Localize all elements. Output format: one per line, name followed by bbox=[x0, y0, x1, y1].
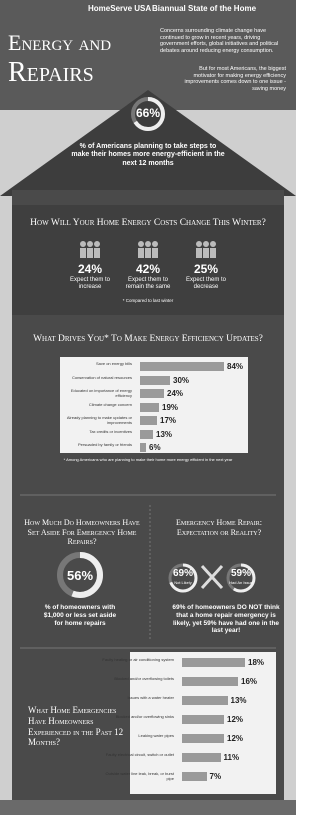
bar bbox=[140, 389, 164, 398]
bar-label: Leaking water pipes bbox=[100, 734, 174, 739]
had-issue-label: Had An Issue bbox=[226, 581, 256, 586]
bar-label: Educated on importance of energy efficie… bbox=[58, 389, 132, 399]
people-icon bbox=[138, 241, 158, 258]
bar bbox=[182, 658, 245, 667]
bar bbox=[182, 715, 224, 724]
bar bbox=[140, 376, 170, 385]
savings-value: 56% bbox=[60, 568, 100, 584]
bar-value: 12% bbox=[227, 715, 243, 725]
note: * Among Americans who are planning to ma… bbox=[30, 458, 266, 463]
bar bbox=[182, 677, 238, 686]
bar-value: 30% bbox=[173, 376, 189, 386]
note: * Compared to last winter bbox=[20, 298, 276, 303]
title: Repairs bbox=[8, 56, 94, 90]
cost-label: Expect them to decrease bbox=[181, 277, 231, 291]
section-title: What Drives You* To Make Energy Efficien… bbox=[20, 334, 276, 345]
bar-label: Persuaded by family or friends bbox=[58, 443, 132, 448]
expectation-caption: 69% of homeowners DO NOT think that a ho… bbox=[170, 604, 282, 635]
bar-value: 6% bbox=[149, 443, 161, 453]
bar bbox=[140, 416, 157, 425]
cost-value: 25% bbox=[181, 262, 231, 276]
section-title: Emergency Home Repair: Expectation or Re… bbox=[155, 518, 283, 537]
bar bbox=[182, 753, 221, 762]
bar-value: 7% bbox=[210, 772, 222, 782]
bar-value: 16% bbox=[241, 677, 257, 687]
bar-value: 13% bbox=[156, 430, 172, 440]
section-title: How Much Do Homeowners Have Set Aside Fo… bbox=[18, 518, 146, 547]
bar-label: Outside water line leak, break, or burst… bbox=[100, 772, 174, 782]
bar-label: Faulty heating or air conditioning syste… bbox=[100, 658, 174, 663]
bar-value: 12% bbox=[227, 734, 243, 744]
bar-label: Climate change concern bbox=[58, 403, 132, 408]
bar-label: Already planning to make updates or impr… bbox=[58, 416, 132, 426]
bar-value: 17% bbox=[160, 416, 176, 426]
bar bbox=[140, 443, 146, 452]
bar-label: Faulty electrical circuit, switch or out… bbox=[100, 753, 174, 758]
not-likely-label: Not Likely bbox=[168, 581, 198, 586]
report: Biannual State of the Home bbox=[152, 4, 256, 14]
bar-value: 18% bbox=[248, 658, 264, 668]
intro: Concerns surrounding climate change have… bbox=[160, 28, 288, 54]
savings-caption: % of homeowners with $1,000 or less set … bbox=[40, 604, 120, 627]
people-icon bbox=[196, 241, 216, 258]
people-icon bbox=[80, 241, 100, 258]
bar bbox=[140, 430, 153, 439]
bar bbox=[182, 696, 228, 705]
bar-value: 24% bbox=[167, 389, 183, 399]
bar-value: 84% bbox=[227, 362, 243, 372]
bar-label: Save on energy bills bbox=[58, 362, 132, 367]
bar-label: Conservation of natural resources bbox=[58, 376, 132, 381]
bar-label: Blocked and/or overflowing toilets bbox=[100, 677, 174, 682]
grass bbox=[0, 800, 296, 815]
title: Energy and bbox=[8, 30, 111, 56]
bar-value: 19% bbox=[162, 403, 178, 413]
planning-caption: % of Americans planning to take steps to… bbox=[70, 143, 226, 168]
bar-label: Tax credits or incentives bbox=[58, 430, 132, 435]
intro: But for most Americans, the biggest moti… bbox=[180, 66, 286, 92]
planning-value: 66% bbox=[128, 106, 168, 120]
infographic: HomeServe USA Biannual State of the Home… bbox=[0, 0, 296, 815]
bar-value: 13% bbox=[231, 696, 247, 706]
brand: HomeServe USA bbox=[88, 4, 151, 14]
section-title: What Home Emergencies Have Homeowners Ex… bbox=[28, 705, 128, 748]
had-issue-value: 59% bbox=[226, 568, 256, 580]
cost-value: 24% bbox=[65, 262, 115, 276]
bar bbox=[182, 734, 224, 743]
bar bbox=[140, 362, 224, 371]
cost-label: Expect them to increase bbox=[65, 277, 115, 291]
section-title: How Will Your Home Energy Costs Change T… bbox=[20, 218, 276, 229]
bar bbox=[140, 403, 159, 412]
bar-value: 11% bbox=[224, 753, 240, 763]
bar-label: Issues with a water heater bbox=[100, 696, 174, 701]
cost-label: Expect them to remain the same bbox=[123, 277, 173, 291]
not-likely-value: 69% bbox=[168, 568, 198, 580]
bar-label: Blocked and/or overflowing sinks bbox=[100, 715, 174, 720]
cost-value: 42% bbox=[123, 262, 173, 276]
bar bbox=[182, 772, 207, 781]
